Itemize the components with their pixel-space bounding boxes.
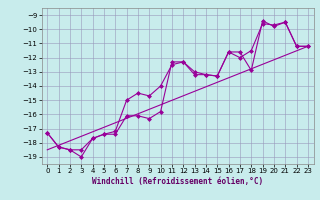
X-axis label: Windchill (Refroidissement éolien,°C): Windchill (Refroidissement éolien,°C) [92,177,263,186]
